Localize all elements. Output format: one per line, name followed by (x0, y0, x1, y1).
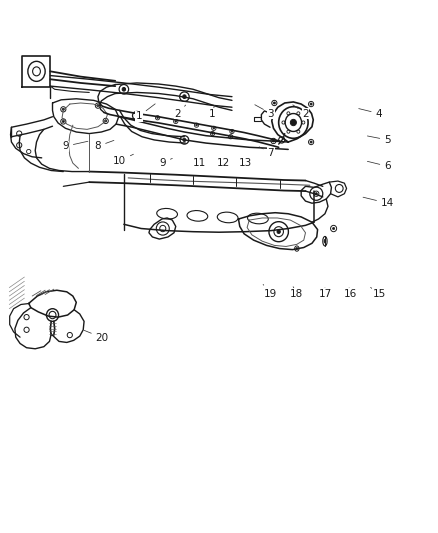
Ellipse shape (324, 239, 326, 243)
Ellipse shape (310, 141, 312, 143)
Text: 1: 1 (136, 104, 155, 121)
Text: 13: 13 (238, 158, 251, 167)
Ellipse shape (97, 104, 99, 107)
Text: 3: 3 (255, 104, 274, 118)
Ellipse shape (62, 108, 64, 110)
Text: 5: 5 (367, 135, 391, 145)
Text: 2: 2 (175, 105, 186, 118)
Ellipse shape (62, 120, 64, 123)
Ellipse shape (272, 140, 275, 142)
Text: 6: 6 (367, 161, 391, 171)
Text: 18: 18 (290, 287, 304, 299)
Ellipse shape (273, 102, 276, 104)
Ellipse shape (277, 230, 280, 233)
Ellipse shape (175, 120, 177, 122)
Ellipse shape (105, 120, 107, 122)
Ellipse shape (157, 117, 159, 118)
Text: 11: 11 (193, 158, 206, 167)
Ellipse shape (315, 192, 318, 195)
Ellipse shape (332, 228, 335, 230)
Text: 2: 2 (293, 105, 309, 118)
Text: 20: 20 (84, 330, 109, 343)
Ellipse shape (183, 139, 186, 141)
Text: 1: 1 (209, 106, 216, 118)
Text: 17: 17 (318, 288, 332, 299)
Ellipse shape (310, 103, 312, 105)
Text: 9: 9 (159, 158, 172, 167)
Text: 10: 10 (113, 154, 134, 166)
Ellipse shape (122, 87, 126, 91)
Text: 7: 7 (259, 147, 274, 158)
Ellipse shape (212, 133, 213, 134)
Ellipse shape (183, 95, 186, 99)
Text: 4: 4 (359, 109, 382, 118)
Ellipse shape (296, 247, 298, 249)
Text: 12: 12 (217, 158, 230, 167)
Text: 14: 14 (363, 197, 394, 208)
Text: 9: 9 (62, 141, 88, 151)
Ellipse shape (196, 124, 198, 126)
Text: 19: 19 (263, 285, 278, 299)
Text: 15: 15 (371, 287, 385, 299)
Ellipse shape (231, 131, 233, 132)
Text: 8: 8 (95, 140, 114, 151)
Text: 16: 16 (344, 288, 357, 299)
Ellipse shape (135, 114, 138, 117)
Ellipse shape (230, 136, 232, 138)
Ellipse shape (290, 119, 297, 126)
Ellipse shape (213, 127, 215, 129)
